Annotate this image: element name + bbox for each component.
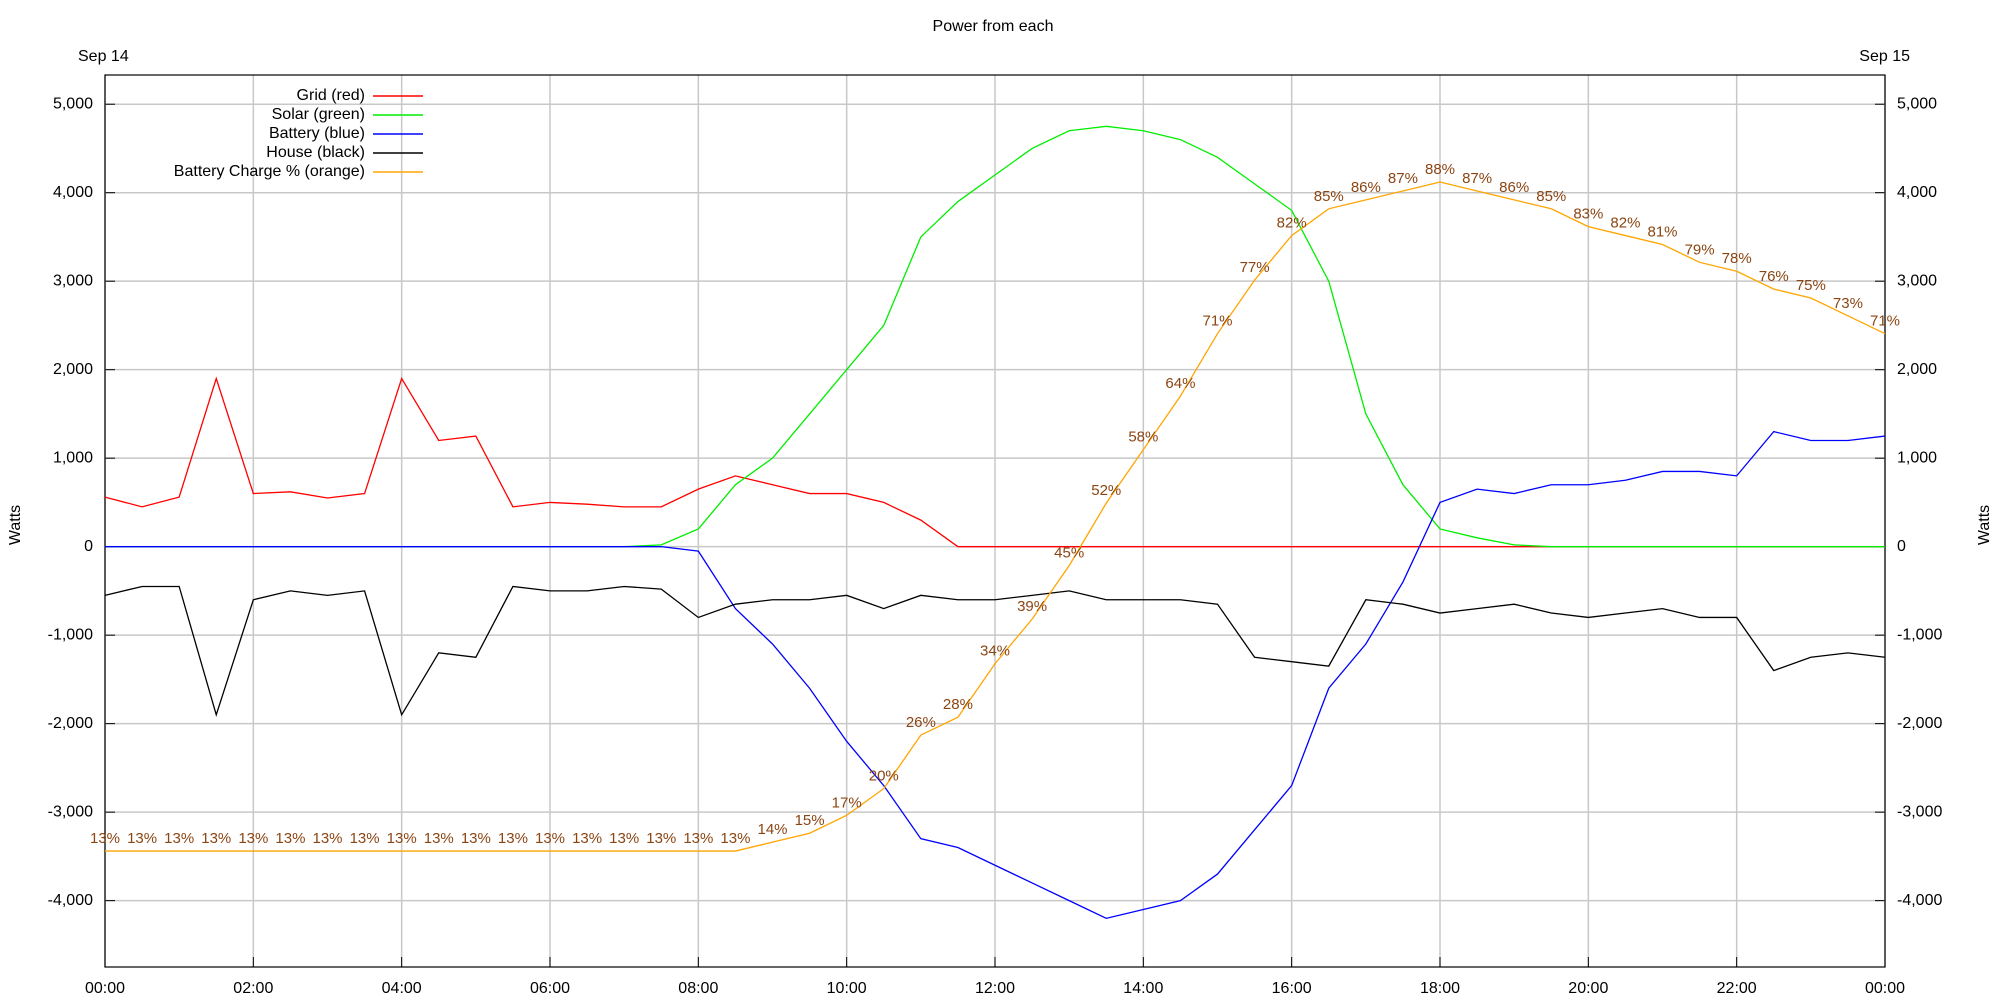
y-axis-label: Watts — [7, 505, 24, 545]
y-tick-label: -4,000 — [48, 892, 93, 909]
legend-label: Grid (red) — [297, 87, 365, 104]
data-label: 85% — [1536, 188, 1566, 205]
chart-title: Power from each — [933, 18, 1054, 35]
x-tick-label: 10:00 — [827, 980, 867, 997]
data-label: 75% — [1796, 277, 1826, 294]
legend-label: Battery (blue) — [269, 125, 365, 142]
data-label: 82% — [1277, 215, 1307, 232]
plot-frame — [104, 74, 1886, 968]
x-tick-label: 12:00 — [975, 980, 1015, 997]
date-right: Sep 15 — [1859, 48, 1910, 65]
x-tick-label: 16:00 — [1272, 980, 1312, 997]
y-tick-label: 0 — [84, 538, 93, 555]
data-label: 13% — [683, 830, 713, 847]
x-tick-label: 00:00 — [85, 980, 125, 997]
data-label: 13% — [535, 830, 565, 847]
y2-tick-label: 0 — [1897, 538, 1906, 555]
y2-tick-label: -2,000 — [1897, 715, 1942, 732]
data-label: 88% — [1425, 161, 1455, 178]
data-label: 73% — [1833, 295, 1863, 312]
data-label: 87% — [1462, 170, 1492, 187]
y-tick-label: 1,000 — [53, 449, 93, 466]
y2-tick-label: 1,000 — [1897, 449, 1937, 466]
y2-axis-label: Watts — [1976, 505, 1993, 545]
data-label: 13% — [275, 830, 305, 847]
y2-tick-label: 2,000 — [1897, 361, 1937, 378]
data-label: 78% — [1722, 250, 1752, 267]
y-tick-label: 2,000 — [53, 361, 93, 378]
date-left: Sep 14 — [78, 48, 129, 65]
data-label: 28% — [943, 696, 973, 713]
data-label: 52% — [1091, 482, 1121, 499]
y-tick-label: -3,000 — [48, 803, 93, 820]
legend-label: Battery Charge % (orange) — [174, 163, 365, 180]
y2-tick-label: 5,000 — [1897, 95, 1937, 112]
data-label: 79% — [1685, 241, 1715, 258]
x-tick-label: 20:00 — [1568, 980, 1608, 997]
data-label: 64% — [1165, 375, 1195, 392]
data-label: 76% — [1759, 268, 1789, 285]
data-label: 86% — [1351, 179, 1381, 196]
x-tick-label: 02:00 — [233, 980, 273, 997]
data-label: 13% — [461, 830, 491, 847]
data-label: 87% — [1388, 170, 1418, 187]
data-label: 71% — [1870, 313, 1900, 330]
x-tick-label: 14:00 — [1123, 980, 1163, 997]
data-label: 13% — [424, 830, 454, 847]
y2-tick-label: 3,000 — [1897, 272, 1937, 289]
data-label: 13% — [90, 830, 120, 847]
data-label: 45% — [1054, 545, 1084, 562]
y-tick-label: -1,000 — [48, 626, 93, 643]
x-tick-label: 00:00 — [1865, 980, 1905, 997]
data-label: 13% — [127, 830, 157, 847]
y-tick-label: 3,000 — [53, 272, 93, 289]
data-label: 17% — [832, 794, 862, 811]
series-line — [105, 181, 1886, 852]
data-label: 13% — [572, 830, 602, 847]
data-label: 13% — [387, 830, 417, 847]
data-label: 82% — [1610, 215, 1640, 232]
x-tick-label: 18:00 — [1420, 980, 1460, 997]
x-tick-label: 06:00 — [530, 980, 570, 997]
data-label: 13% — [646, 830, 676, 847]
x-tick-label: 08:00 — [678, 980, 718, 997]
data-label: 58% — [1128, 429, 1158, 446]
data-label: 13% — [164, 830, 194, 847]
x-tick-label: 22:00 — [1717, 980, 1757, 997]
y-tick-label: 5,000 — [53, 95, 93, 112]
data-label: 81% — [1647, 223, 1677, 240]
data-label: 13% — [201, 830, 231, 847]
data-label: 85% — [1314, 188, 1344, 205]
legend-label: House (black) — [266, 144, 365, 161]
y-tick-label: -2,000 — [48, 715, 93, 732]
y2-tick-label: -4,000 — [1897, 892, 1942, 909]
legend-label: Solar (green) — [272, 106, 365, 123]
data-label: 86% — [1499, 179, 1529, 196]
data-label: 14% — [757, 821, 787, 838]
data-label: 13% — [609, 830, 639, 847]
y2-tick-label: -3,000 — [1897, 803, 1942, 820]
data-label: 20% — [869, 768, 899, 785]
data-label: 13% — [238, 830, 268, 847]
data-label: 13% — [720, 830, 750, 847]
series-line — [104, 585, 1886, 718]
series-line — [105, 430, 1886, 920]
data-label: 15% — [795, 812, 825, 829]
y2-tick-label: 4,000 — [1897, 184, 1937, 201]
data-label: 13% — [350, 830, 380, 847]
data-label: 13% — [498, 830, 528, 847]
data-label: 77% — [1240, 259, 1270, 276]
y2-tick-label: -1,000 — [1897, 626, 1942, 643]
data-label: 39% — [1017, 598, 1047, 615]
data-label: 83% — [1573, 206, 1603, 223]
data-label: 26% — [906, 714, 936, 731]
y-tick-label: 4,000 — [53, 184, 93, 201]
data-label: 71% — [1202, 313, 1232, 330]
x-tick-label: 04:00 — [382, 980, 422, 997]
data-label: 13% — [312, 830, 342, 847]
data-label: 34% — [980, 643, 1010, 660]
